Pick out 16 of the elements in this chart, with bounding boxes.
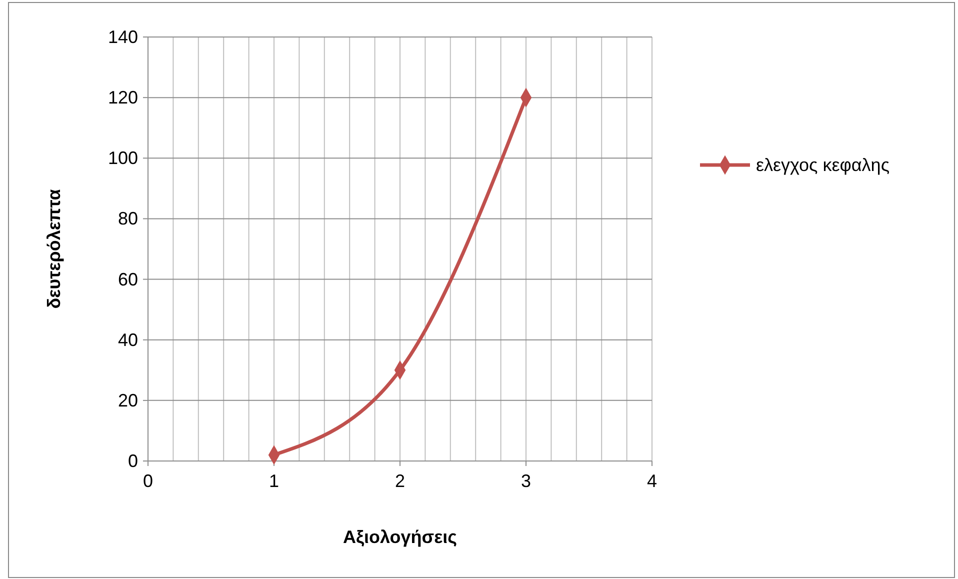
x-tick-label: 2 — [394, 471, 406, 491]
x-tick-label: 4 — [646, 471, 658, 491]
x-axis-title: Αξιολογήσεις — [342, 527, 458, 547]
y-axis-title: δευτερόλεπτα — [44, 189, 64, 309]
legend-label: ελεγχος κεφαλης — [756, 155, 890, 175]
y-tick-label: 40 — [118, 330, 138, 350]
x-tick-label: 0 — [142, 471, 154, 491]
y-tick-label: 100 — [108, 148, 138, 168]
y-tick-label: 0 — [128, 451, 138, 471]
x-tick-label: 3 — [520, 471, 532, 491]
x-tick-label: 1 — [268, 471, 280, 491]
y-tick-label: 120 — [108, 88, 138, 108]
y-tick-label: 60 — [118, 269, 138, 290]
y-tick-label: 20 — [118, 390, 138, 410]
y-tick-label: 140 — [108, 27, 138, 47]
y-tick-label: 80 — [118, 208, 138, 229]
